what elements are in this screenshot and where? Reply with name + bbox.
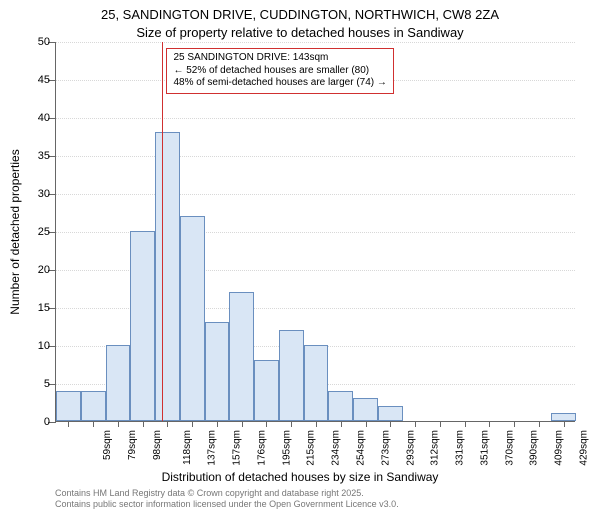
y-axis-title: Number of detached properties [8, 149, 22, 314]
x-tick [266, 421, 267, 427]
histogram-bar [304, 345, 329, 421]
gridline-h [56, 156, 575, 157]
x-tick [192, 421, 193, 427]
x-tick-label: 254sqm [356, 430, 367, 466]
histogram-bar [254, 360, 279, 421]
x-tick [341, 421, 342, 427]
x-tick [291, 421, 292, 427]
property-size-chart: 25, SANDINGTON DRIVE, CUDDINGTON, NORTHW… [0, 0, 600, 500]
y-tick-label: 30 [22, 188, 50, 200]
x-tick-label: 312sqm [430, 430, 441, 466]
x-tick-label: 370sqm [504, 430, 515, 466]
x-tick-label: 79sqm [127, 430, 138, 460]
chart-title-line2: Size of property relative to detached ho… [0, 24, 600, 42]
x-tick [539, 421, 540, 427]
x-tick [440, 421, 441, 427]
x-tick-label: 331sqm [455, 430, 466, 466]
x-tick [390, 421, 391, 427]
chart-title-line1: 25, SANDINGTON DRIVE, CUDDINGTON, NORTHW… [0, 6, 600, 24]
histogram-bar [279, 330, 304, 421]
x-tick-label: 390sqm [529, 430, 540, 466]
x-tick [93, 421, 94, 427]
x-tick-label: 215sqm [306, 430, 317, 466]
gridline-h [56, 194, 575, 195]
x-tick-label: 234sqm [331, 430, 342, 466]
x-tick [167, 421, 168, 427]
footer-line2: Contains public sector information licen… [55, 499, 399, 510]
histogram-bar [106, 345, 131, 421]
x-tick-label: 137sqm [207, 430, 218, 466]
x-tick [143, 421, 144, 427]
histogram-bar [130, 231, 155, 421]
histogram-bar [180, 216, 205, 421]
x-tick-label: 273sqm [380, 430, 391, 466]
x-tick [415, 421, 416, 427]
x-tick-label: 118sqm [182, 430, 193, 465]
x-tick [242, 421, 243, 427]
y-tick-label: 40 [22, 112, 50, 124]
y-tick-label: 50 [22, 36, 50, 48]
y-tick-label: 5 [22, 378, 50, 390]
histogram-bar [81, 391, 106, 421]
histogram-bar [229, 292, 254, 421]
x-tick-label: 429sqm [578, 430, 589, 466]
x-tick-label: 195sqm [281, 430, 292, 466]
x-tick-label: 409sqm [554, 430, 565, 466]
x-tick [118, 421, 119, 427]
x-tick-label: 176sqm [257, 430, 268, 466]
y-tick-label: 20 [22, 264, 50, 276]
histogram-bar [205, 322, 230, 421]
property-marker-line [162, 42, 163, 421]
chart-title-block: 25, SANDINGTON DRIVE, CUDDINGTON, NORTHW… [0, 0, 600, 41]
x-axis-title: Distribution of detached houses by size … [0, 470, 600, 484]
annotation-line1: 25 SANDINGTON DRIVE: 143sqm [173, 52, 386, 65]
footer-line1: Contains HM Land Registry data © Crown c… [55, 488, 399, 499]
x-tick-label: 293sqm [405, 430, 416, 466]
histogram-bar [328, 391, 353, 421]
annotation-line3: 48% of semi-detached houses are larger (… [173, 77, 386, 90]
y-tick-label: 25 [22, 226, 50, 238]
x-tick-label: 59sqm [102, 430, 113, 460]
x-tick [465, 421, 466, 427]
histogram-bar [353, 398, 378, 421]
x-tick [366, 421, 367, 427]
x-tick [564, 421, 565, 427]
histogram-bar [551, 413, 576, 421]
histogram-bar [56, 391, 81, 421]
annotation-line2: ← 52% of detached houses are smaller (80… [173, 65, 386, 78]
y-tick-label: 35 [22, 150, 50, 162]
histogram-bar [155, 132, 180, 421]
y-tick-label: 45 [22, 74, 50, 86]
x-tick [316, 421, 317, 427]
histogram-bar [378, 406, 403, 421]
y-tick-label: 10 [22, 340, 50, 352]
footer-credits: Contains HM Land Registry data © Crown c… [55, 488, 399, 511]
x-tick-label: 98sqm [152, 430, 163, 460]
y-tick-label: 15 [22, 302, 50, 314]
x-tick-label: 351sqm [479, 430, 490, 466]
plot-area: 0510152025303540455059sqm79sqm98sqm118sq… [55, 42, 575, 422]
y-tick-label: 0 [22, 416, 50, 428]
x-tick [489, 421, 490, 427]
gridline-h [56, 118, 575, 119]
x-tick [514, 421, 515, 427]
x-tick [68, 421, 69, 427]
gridline-h [56, 42, 575, 43]
annotation-box: 25 SANDINGTON DRIVE: 143sqm← 52% of deta… [166, 48, 393, 94]
x-tick-label: 157sqm [232, 430, 243, 466]
x-tick [217, 421, 218, 427]
